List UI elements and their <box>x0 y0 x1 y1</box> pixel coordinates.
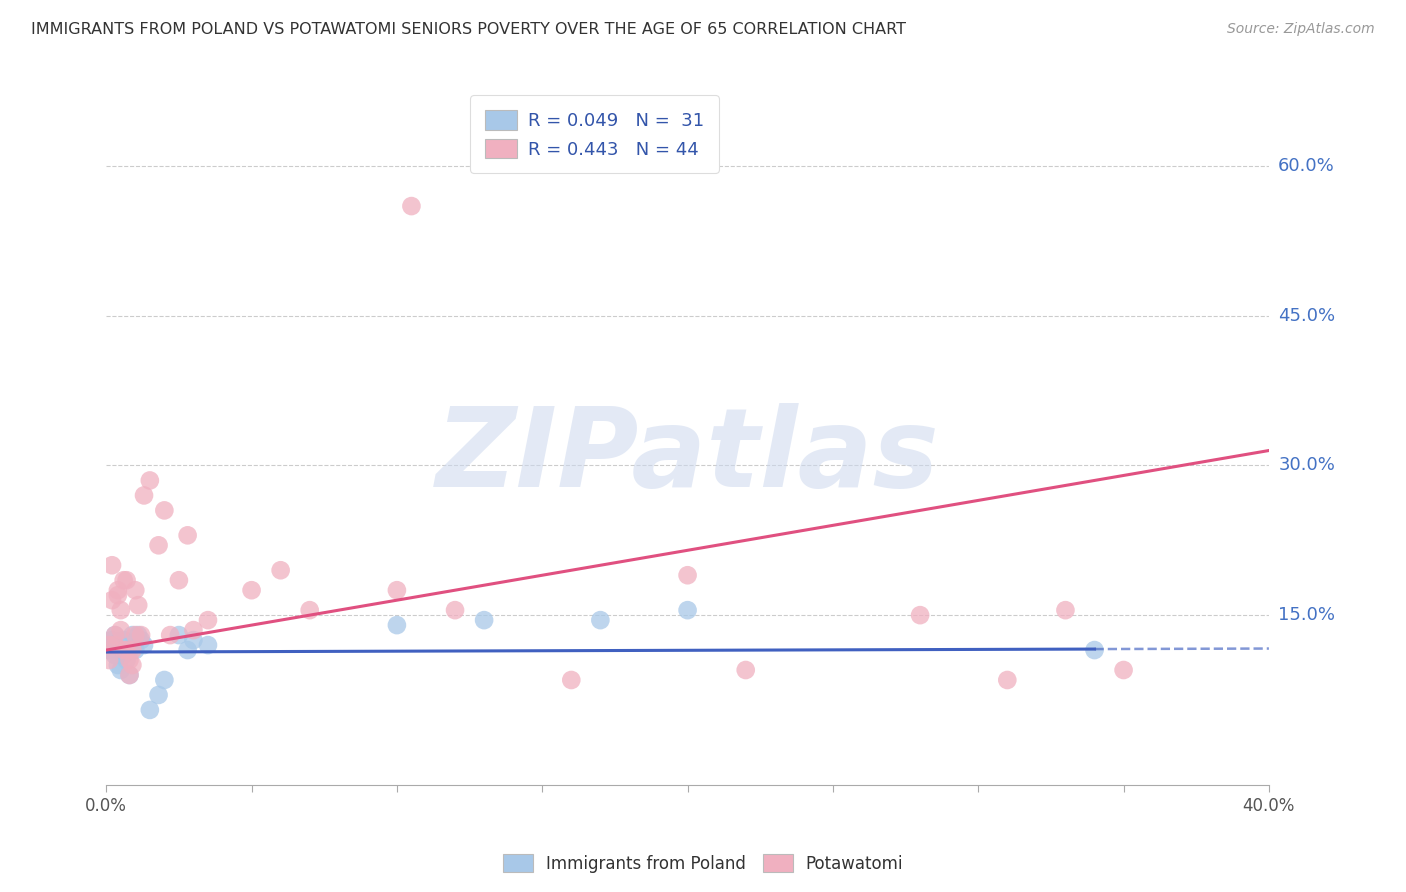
Point <box>98 653 121 667</box>
Point <box>908 608 931 623</box>
Point <box>676 603 699 617</box>
Point <box>115 643 138 657</box>
Point <box>127 628 149 642</box>
Point <box>115 573 138 587</box>
Point <box>107 588 129 602</box>
Point <box>197 613 219 627</box>
Point <box>129 633 152 648</box>
Point <box>1054 603 1077 617</box>
Point <box>129 628 152 642</box>
Point <box>121 658 143 673</box>
Point <box>124 628 146 642</box>
Point <box>197 638 219 652</box>
Point <box>401 199 423 213</box>
Point <box>127 598 149 612</box>
Text: 30.0%: 30.0% <box>1278 457 1336 475</box>
Point <box>176 643 198 657</box>
Point <box>159 628 181 642</box>
Point <box>101 633 124 648</box>
Point <box>298 603 321 617</box>
Point <box>240 583 263 598</box>
Point <box>139 474 162 488</box>
Point <box>104 648 127 662</box>
Point <box>589 613 612 627</box>
Point <box>995 673 1018 687</box>
Point <box>110 638 132 652</box>
Point <box>176 528 198 542</box>
Point <box>167 628 190 642</box>
Point <box>385 583 408 598</box>
Point <box>132 488 155 502</box>
Point <box>148 538 170 552</box>
Point <box>121 628 143 642</box>
Point <box>153 673 176 687</box>
Point <box>1083 643 1105 657</box>
Point <box>107 658 129 673</box>
Point <box>124 583 146 598</box>
Text: 15.0%: 15.0% <box>1278 607 1336 624</box>
Text: ZIPatlas: ZIPatlas <box>436 403 939 510</box>
Point <box>112 643 135 657</box>
Point <box>112 648 135 662</box>
Point <box>183 623 205 637</box>
Point <box>124 643 146 657</box>
Point <box>560 673 582 687</box>
Point <box>98 643 121 657</box>
Point <box>110 663 132 677</box>
Point <box>270 563 292 577</box>
Point <box>118 668 141 682</box>
Point <box>104 628 127 642</box>
Point <box>112 633 135 648</box>
Point <box>115 653 138 667</box>
Point <box>444 603 467 617</box>
Point <box>107 643 129 657</box>
Point <box>676 568 699 582</box>
Point <box>101 638 124 652</box>
Point <box>104 638 127 652</box>
Legend: Immigrants from Poland, Potawatomi: Immigrants from Poland, Potawatomi <box>496 847 910 880</box>
Point <box>101 593 124 607</box>
Point <box>148 688 170 702</box>
Point <box>153 503 176 517</box>
Point <box>118 668 141 682</box>
Point <box>132 638 155 652</box>
Point <box>734 663 756 677</box>
Point <box>121 643 143 657</box>
Point <box>385 618 408 632</box>
Point <box>118 643 141 657</box>
Point <box>110 603 132 617</box>
Point <box>183 633 205 648</box>
Point <box>110 623 132 637</box>
Point <box>167 573 190 587</box>
Text: 45.0%: 45.0% <box>1278 307 1336 325</box>
Point <box>472 613 495 627</box>
Point <box>112 573 135 587</box>
Text: Source: ZipAtlas.com: Source: ZipAtlas.com <box>1227 22 1375 37</box>
Point <box>1112 663 1135 677</box>
Point <box>104 628 127 642</box>
Text: 60.0%: 60.0% <box>1278 157 1334 175</box>
Point <box>118 653 141 667</box>
Text: IMMIGRANTS FROM POLAND VS POTAWATOMI SENIORS POVERTY OVER THE AGE OF 65 CORRELAT: IMMIGRANTS FROM POLAND VS POTAWATOMI SEN… <box>31 22 905 37</box>
Point <box>101 558 124 573</box>
Point <box>107 583 129 598</box>
Legend: R = 0.049   N =  31, R = 0.443   N = 44: R = 0.049 N = 31, R = 0.443 N = 44 <box>471 95 718 173</box>
Point <box>98 638 121 652</box>
Point <box>139 703 162 717</box>
